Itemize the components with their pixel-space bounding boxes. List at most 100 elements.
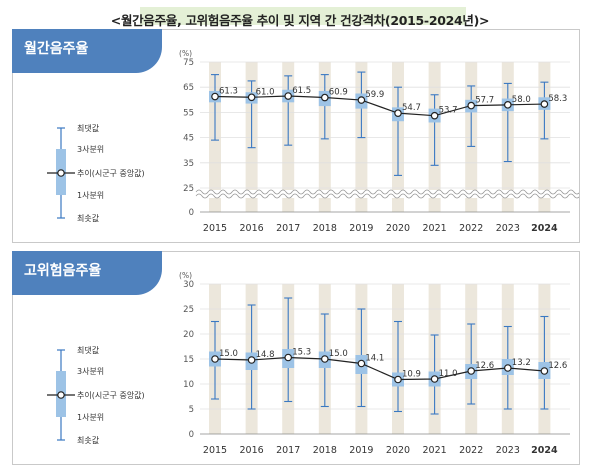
data-label: 58.3	[548, 94, 567, 104]
data-label: 60.9	[329, 88, 348, 98]
median-point	[357, 359, 366, 368]
x-tick-label: 2016	[240, 223, 264, 234]
data-label: 61.0	[256, 87, 275, 97]
data-label: 57.7	[475, 96, 494, 106]
median-point	[467, 101, 476, 110]
legend-median-label: 추이(시군구 중앙값)	[77, 168, 145, 178]
y-tick-label: 35	[183, 159, 194, 169]
median-line	[214, 95, 545, 117]
y-tick-label: 55	[183, 108, 194, 118]
data-label: 14.1	[365, 354, 384, 364]
median-point	[284, 353, 293, 362]
legend-min-label: 최솟값	[77, 435, 100, 445]
median-point	[540, 367, 549, 375]
data-label: 15.0	[329, 349, 348, 359]
data-label: 12.6	[548, 361, 567, 371]
data-label: 54.7	[402, 103, 421, 113]
data-label: 15.0	[219, 349, 238, 359]
legend-q1-label: 1사분위	[77, 413, 104, 422]
x-tick-label: 2022	[459, 223, 483, 234]
legend-max-label: 최댓값	[77, 345, 100, 355]
legend-min-label: 최솟값	[77, 213, 100, 223]
legend-median-label: 추이(시군구 중앙값)	[77, 390, 145, 400]
x-tick-label: 2018	[313, 223, 337, 234]
data-label: 53.7	[439, 106, 458, 116]
x-tick-label: 2019	[349, 223, 373, 234]
x-tick-label: 2023	[496, 223, 520, 234]
data-label: 10.9	[402, 370, 421, 380]
y-tick-label: 75	[183, 58, 194, 68]
y-tick-label: 65	[183, 83, 194, 93]
y-tick-label: 0	[189, 430, 194, 440]
y-tick-label: 25	[183, 305, 194, 315]
median-point	[357, 96, 366, 104]
y-unit-label: (%)	[179, 49, 192, 58]
y-unit-label: (%)	[179, 271, 192, 280]
median-point	[247, 93, 256, 102]
x-tick-label: 2019	[349, 445, 373, 456]
y-tick-label: 10	[183, 380, 194, 390]
data-label: 13.2	[512, 358, 531, 368]
y-tick-label: 15	[183, 355, 194, 365]
median-point	[394, 109, 402, 117]
panel-title: 고위험음주율	[12, 251, 162, 295]
median-point	[320, 93, 329, 102]
page-title: <월간음주율, 고위험음주율 추이 및 지역 간 건강격차(2015-2024년…	[110, 13, 490, 28]
median-point	[540, 100, 549, 108]
legend-max-label: 최댓값	[77, 123, 100, 133]
data-label: 58.0	[512, 95, 531, 105]
data-label: 61.5	[292, 86, 311, 96]
data-label: 14.8	[256, 350, 275, 360]
median-point	[284, 92, 293, 100]
median-point	[503, 101, 512, 109]
data-label: 12.6	[475, 361, 494, 371]
x-tick-label: 2017	[276, 223, 300, 234]
y-tick-label: 45	[183, 134, 194, 144]
x-tick-label: 2016	[240, 445, 264, 456]
median-point	[394, 375, 402, 384]
data-label: 15.3	[292, 348, 311, 358]
axis-break-line	[195, 189, 581, 195]
title-highlight	[140, 7, 466, 25]
x-tick-label: 2024	[531, 223, 558, 234]
median-point	[247, 356, 256, 364]
x-tick-label: 2021	[423, 223, 447, 234]
median-point	[467, 367, 476, 375]
axis-break-line	[195, 193, 581, 199]
data-label: 61.3	[219, 87, 238, 97]
data-label: 11.0	[439, 369, 458, 379]
x-tick-label: 2022	[459, 445, 483, 456]
y-tick-label: 25	[183, 184, 194, 194]
median-point	[430, 111, 439, 120]
data-label: 59.9	[365, 90, 384, 100]
x-tick-label: 2023	[496, 445, 520, 456]
legend-q1-label: 1사분위	[77, 191, 104, 200]
x-tick-label: 2024	[531, 445, 558, 456]
y-tick-label: 0	[189, 208, 194, 218]
y-tick-label: 5	[189, 405, 194, 415]
x-tick-label: 2017	[276, 445, 300, 456]
x-tick-label: 2020	[386, 223, 410, 234]
median-point	[211, 92, 219, 101]
x-tick-label: 2021	[423, 445, 447, 456]
legend-q3-label: 3사분위	[77, 145, 104, 154]
x-tick-label: 2015	[203, 223, 227, 234]
median-line	[214, 356, 545, 381]
y-tick-label: 20	[183, 330, 194, 340]
median-point	[503, 364, 512, 372]
legend-marker	[57, 391, 65, 399]
median-point	[320, 355, 329, 363]
x-tick-label: 2018	[313, 445, 337, 456]
median-point	[430, 375, 439, 383]
x-tick-label: 2015	[203, 445, 227, 456]
legend-q3-label: 3사분위	[77, 367, 104, 376]
legend-marker	[57, 169, 65, 177]
x-tick-label: 2020	[386, 445, 410, 456]
y-tick-label: 30	[183, 280, 194, 290]
median-point	[211, 355, 219, 363]
panel-title: 월간음주율	[12, 29, 162, 73]
